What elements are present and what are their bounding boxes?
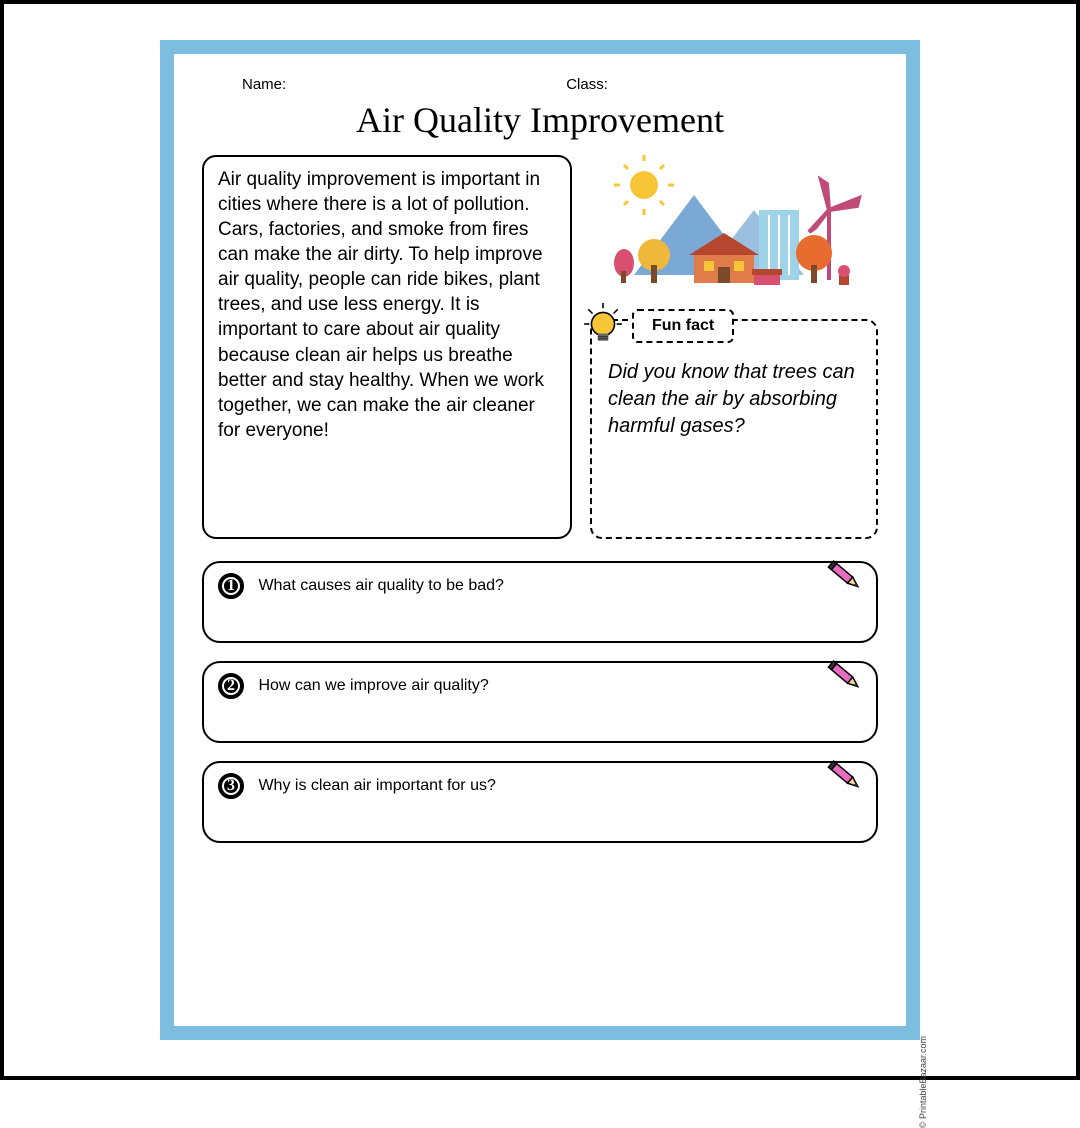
question-number: 2 [218, 673, 244, 699]
pencil-icon [822, 553, 866, 597]
funfact-box: Fun fact Did you know that trees can cle… [590, 319, 878, 539]
question-text: Why is clean air important for us? [258, 777, 495, 795]
city-illustration [590, 155, 878, 305]
copyright-text: © PrintableBazaar.com [918, 1036, 928, 1128]
header-row: Name: Class: [202, 72, 878, 93]
lightbulb-icon [582, 303, 624, 345]
pencil-icon [822, 753, 866, 797]
funfact-text: Did you know that trees can clean the ai… [608, 361, 855, 437]
question-box-1: 1 What causes air quality to be bad? [202, 561, 878, 643]
name-label: Name: [242, 76, 286, 93]
right-column: Fun fact Did you know that trees can cle… [590, 155, 878, 539]
question-number: 1 [218, 573, 244, 599]
content-row: Air quality improvement is important in … [202, 155, 878, 539]
questions-section: 1 What causes air quality to be bad? 2 H… [202, 561, 878, 843]
question-text: How can we improve air quality? [258, 677, 488, 695]
worksheet-page: Name: Class: Air Quality Improvement Air… [174, 54, 906, 1026]
question-box-3: 3 Why is clean air important for us? [202, 761, 878, 843]
passage-text: Air quality improvement is important in … [218, 169, 544, 441]
passage-box: Air quality improvement is important in … [202, 155, 572, 539]
class-label: Class: [566, 76, 608, 93]
question-box-2: 2 How can we improve air quality? [202, 661, 878, 743]
worksheet-frame: Name: Class: Air Quality Improvement Air… [160, 40, 920, 1040]
pencil-icon [822, 653, 866, 697]
page-title: Air Quality Improvement [202, 99, 878, 141]
funfact-label: Fun fact [632, 309, 734, 343]
question-text: What causes air quality to be bad? [258, 577, 503, 595]
question-number: 3 [218, 773, 244, 799]
